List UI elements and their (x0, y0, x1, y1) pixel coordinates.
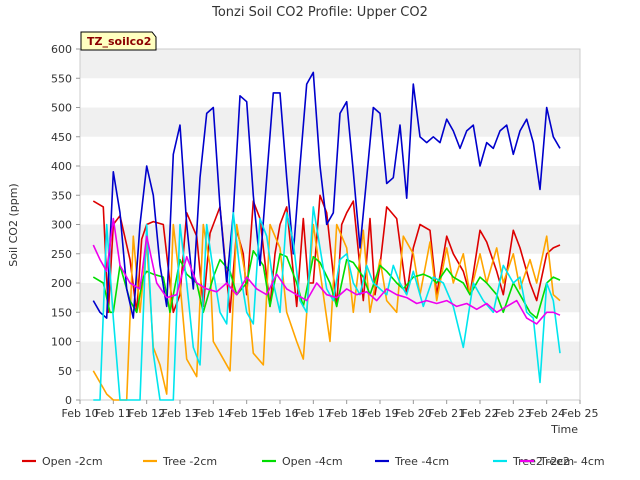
y-tick-label: 100 (51, 336, 72, 349)
series-line (93, 206, 561, 401)
grid-band (80, 107, 580, 137)
x-tick-label: Feb 12 (128, 407, 165, 420)
chart-title: Tonzi Soil CO2 Profile: Upper CO2 (211, 5, 428, 20)
y-tick-label: 450 (51, 131, 72, 144)
grid-band (80, 136, 580, 166)
series-line (92, 194, 561, 314)
x-tick-label: Feb 15 (228, 407, 265, 420)
legend-label: Tree2 - 4cm (539, 455, 605, 468)
x-tick-label: Feb 22 (462, 407, 499, 420)
y-tick-label: 200 (51, 277, 72, 290)
x-tick-label: Feb 11 (95, 407, 132, 420)
grid-bands (80, 49, 580, 400)
y-tick-label: 300 (51, 219, 72, 232)
legend-label: Open -4cm (282, 455, 343, 468)
y-tick-label: 400 (51, 160, 72, 173)
series-line (92, 71, 561, 319)
y-tick-label: 250 (51, 248, 72, 261)
y-tick-label: 150 (51, 306, 72, 319)
series-line (92, 217, 561, 325)
x-tick-label: Feb 18 (328, 407, 365, 420)
y-tick-label: 500 (51, 102, 72, 115)
legend-label: Tree -4cm (394, 455, 449, 468)
series-line (92, 250, 561, 319)
legend-label: Tree2 -2cm (512, 455, 574, 468)
grid-band (80, 49, 580, 79)
x-tick-label: Feb 19 (362, 407, 399, 420)
legend: Open -2cm Tree -2cm Open -4cm Tree -4cm Tree… (22, 455, 605, 468)
x-tick-label: Feb 24 (528, 407, 565, 420)
grid-band (80, 341, 580, 371)
legend-label: Open -2cm (42, 455, 103, 468)
site-badge-box (80, 31, 157, 51)
x-tick-label: Feb 13 (162, 407, 199, 420)
x-tick-label: Feb 14 (195, 407, 232, 420)
x-tick-label: Feb 16 (262, 407, 299, 420)
grid-band (80, 166, 580, 196)
y-tick-label: 550 (51, 72, 72, 85)
y-tick-label: 0 (65, 394, 72, 407)
site-badge-label: TZ_soilco2 (87, 35, 151, 48)
y-tick-label: 50 (58, 365, 72, 378)
y-axis-ticks: 0 50 100 150 200 250 300 350 400 450 500 550 600 (51, 43, 80, 407)
grid-band (80, 78, 580, 108)
x-tick-label: Feb 20 (395, 407, 432, 420)
legend-label: Tree -2cm (162, 455, 217, 468)
x-tick-label: Feb 23 (495, 407, 532, 420)
x-tick-label: Feb 21 (428, 407, 465, 420)
y-tick-label: 350 (51, 189, 72, 202)
x-tick-label: Feb 25 (562, 407, 599, 420)
site-badge: TZ_soilco2 (80, 31, 157, 51)
y-axis-label: Soil CO2 (ppm) (7, 183, 20, 266)
y-tick-label: 600 (51, 43, 72, 56)
x-tick-label: Feb 17 (295, 407, 332, 420)
series-line (92, 223, 561, 401)
series-lines (92, 71, 561, 401)
x-axis-label: Time (550, 423, 578, 436)
grid-band (80, 370, 580, 400)
x-tick-label: Feb 10 (62, 407, 99, 420)
